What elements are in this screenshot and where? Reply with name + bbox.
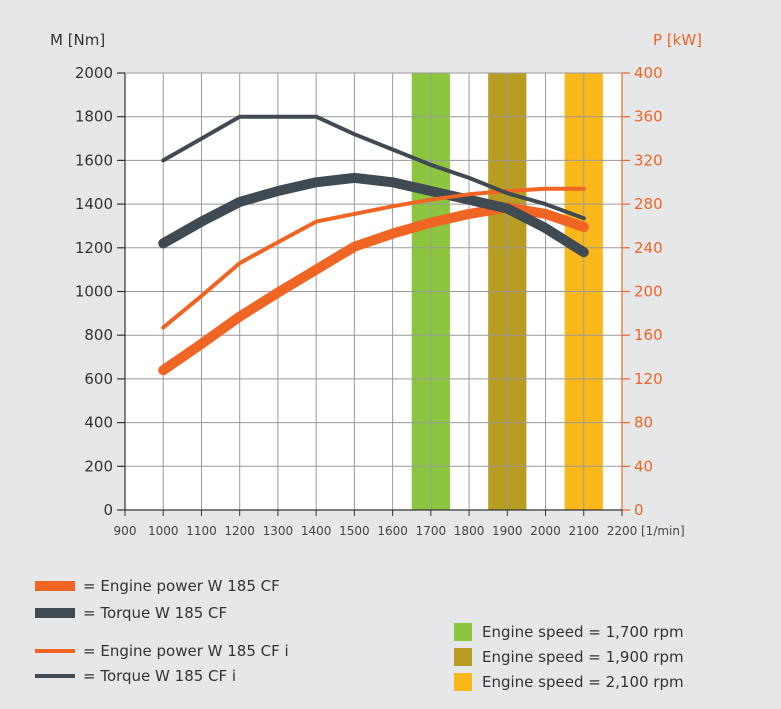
legend-swatch [35,649,75,653]
x-tick-label: 1800 [454,524,485,538]
left-axis-title: M [Nm] [50,31,105,49]
right-tick-label: 160 [634,326,663,344]
legend-label: = Torque W 185 CF [83,604,228,622]
legend-label: Engine speed = 1,700 rpm [482,623,684,641]
legend-label: = Torque W 185 CF i [83,667,237,685]
series-line-3 [161,186,586,330]
legend-item-band-3: Engine speed = 2,100 rpm [454,672,684,692]
legend-item-series-1: = Engine power W 185 CF [35,576,280,596]
right-tick-label: 400 [634,64,663,82]
x-tick-label: 1700 [416,524,447,538]
left-tick-label: 0 [103,501,113,519]
left-tick-label: 1000 [75,283,113,301]
x-tick-label: 2200 [607,524,638,538]
left-tick-label: 1800 [75,108,113,126]
legend-item-band-1: Engine speed = 1,700 rpm [454,622,684,642]
right-tick-label: 40 [634,457,653,475]
x-tick-label: 2100 [568,524,599,538]
legend-item-series-4: = Torque W 185 CF i [35,666,236,686]
legend-item-series-2: = Torque W 185 CF [35,603,227,623]
x-tick-label: 900 [114,524,137,538]
x-unit-label: [1/min] [641,524,685,538]
right-tick-label: 280 [634,195,663,213]
x-tick-label: 1600 [377,524,408,538]
x-tick-label: 1400 [301,524,332,538]
legend-swatch [35,581,75,591]
right-tick-label: 80 [634,414,653,432]
right-tick-label: 0 [634,501,644,519]
left-tick-label: 600 [84,370,113,388]
left-tick-label: 800 [84,326,113,344]
legend-label: Engine speed = 2,100 rpm [482,673,684,691]
left-tick-label: 400 [84,414,113,432]
legend-item-band-2: Engine speed = 1,900 rpm [454,647,684,667]
left-tick-label: 1600 [75,151,113,169]
legend-label: = Engine power W 185 CF i [83,642,289,660]
x-tick-label: 1900 [492,524,523,538]
right-axis-title: P [kW] [653,31,702,49]
legend-swatch [454,673,472,691]
legend-item-series-3: = Engine power W 185 CF i [35,641,289,661]
right-tick-label: 200 [634,283,663,301]
x-tick-label: 2000 [530,524,561,538]
left-tick-label: 200 [84,457,113,475]
right-tick-label: 320 [634,151,663,169]
legend-swatch [454,623,472,641]
legend-swatch [35,674,75,678]
legend-swatch [454,648,472,666]
x-tick-label: 1000 [148,524,179,538]
right-tick-label: 120 [634,370,663,388]
series-line-4 [161,114,586,221]
x-tick-label: 1100 [186,524,217,538]
x-tick-label: 1200 [224,524,255,538]
left-tick-label: 1400 [75,195,113,213]
left-tick-label: 1200 [75,239,113,257]
x-tick-label: 1500 [339,524,370,538]
x-tick-label: 1300 [263,524,294,538]
left-tick-label: 2000 [75,64,113,82]
right-tick-label: 360 [634,108,663,126]
legend-swatch [35,608,75,618]
legend-label: = Engine power W 185 CF [83,577,280,595]
legend-label: Engine speed = 1,900 rpm [482,648,684,666]
right-tick-label: 240 [634,239,663,257]
series-line-2 [158,172,589,258]
